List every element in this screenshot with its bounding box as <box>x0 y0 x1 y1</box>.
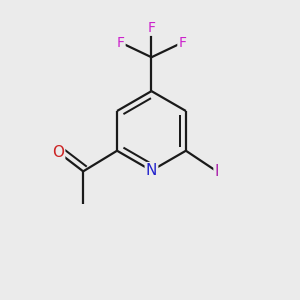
Text: N: N <box>146 163 157 178</box>
Text: F: F <box>178 35 186 50</box>
Text: F: F <box>117 35 124 50</box>
Text: I: I <box>214 164 219 179</box>
Text: F: F <box>148 21 155 35</box>
Text: O: O <box>52 145 64 160</box>
